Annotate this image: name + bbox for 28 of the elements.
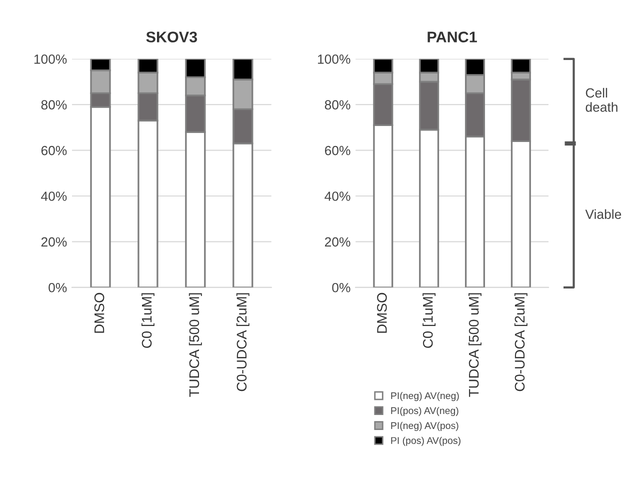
x-tick-label: DMSO [94,292,104,333]
legend-label: PI (pos) AV(pos) [391,436,460,446]
y-tick-label: 0% [48,282,67,292]
x-tick-label: TUDCA [500 uM] [468,293,482,397]
chart-title: PANC1 [428,32,477,42]
x-tick-label: DMSO [377,292,387,333]
legend-label: PI(pos) AV(neg) [391,406,458,416]
x-tick-label: C0-UDCA [2uM] [514,293,528,392]
y-tick-label: 60% [41,146,67,156]
x-tick-label: C0 [1uM] [422,293,436,348]
y-tick-label: 100% [34,54,67,64]
y-tick-label: 40% [324,192,350,201]
legend-label: PI(neg) AV(pos) [391,422,458,431]
y-tick-label: 20% [41,237,67,247]
x-tick-label: C0 [1uM] [141,293,154,348]
text: Viable [585,209,622,219]
y-tick-label: 100% [318,54,350,64]
y-tick-label: 0% [332,282,350,292]
legend-label: PI(neg) AV(neg) [391,392,459,402]
y-tick-label: 80% [324,100,350,110]
y-tick-label: 20% [324,237,350,247]
x-tick-label: TUDCA [500 uM] [188,293,202,397]
chart-title: SKOV3 [146,32,198,42]
y-tick-label: 40% [41,192,67,201]
y-tick-label: 60% [324,146,350,156]
y-tick-label: 80% [41,100,67,110]
text: Cell death [586,88,618,112]
x-tick-label: C0-UDCA [2uM] [236,293,250,392]
